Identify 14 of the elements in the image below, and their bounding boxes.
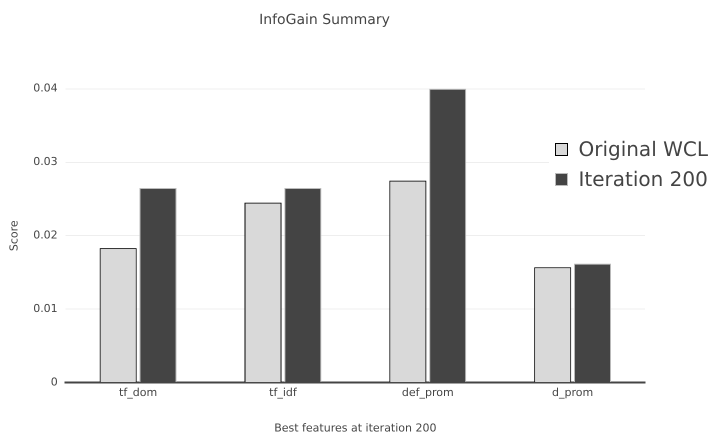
y-tick-label: 0.02 — [33, 228, 58, 242]
x-tick-label: d_prom — [552, 386, 594, 400]
x-tick-label: tf_dom — [119, 386, 158, 400]
x-axis-title: Best features at iteration 200 — [274, 421, 436, 434]
legend-label: Iteration 200 — [578, 166, 708, 193]
y-tick-label: 0.03 — [33, 155, 58, 168]
y-axis-title: Score — [7, 220, 20, 252]
legend-label: Original WCL — [578, 136, 708, 163]
y-tick-label: 0 — [50, 375, 58, 388]
x-tick-label: def_prom — [402, 386, 454, 400]
y-tick-label: 0.01 — [33, 302, 58, 316]
chart-title: InfoGain Summary — [259, 12, 390, 28]
y-tick-label: 0.04 — [33, 82, 58, 95]
x-tick-label: tf_idf — [269, 386, 298, 400]
